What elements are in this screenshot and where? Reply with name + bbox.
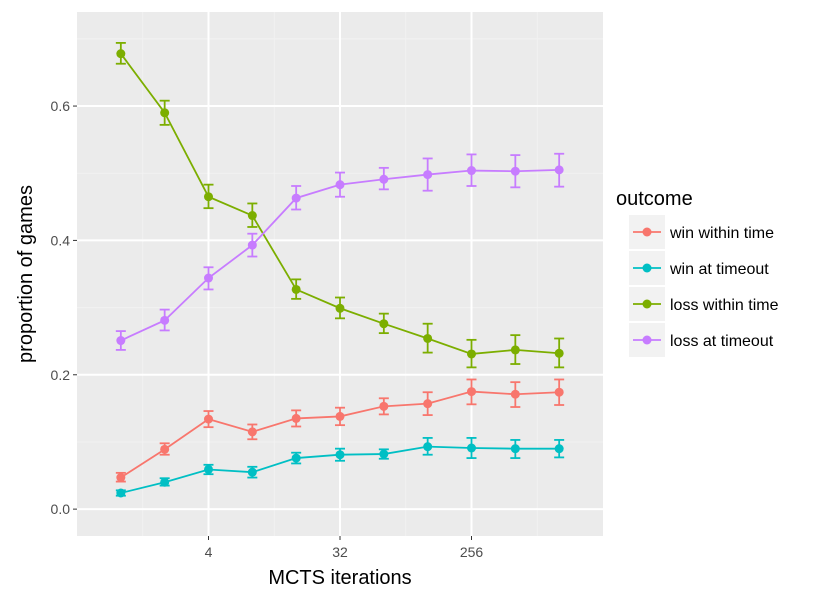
grid	[77, 12, 603, 536]
data-point	[291, 193, 301, 203]
data-point	[335, 450, 345, 460]
data-point	[554, 165, 564, 175]
data-point	[291, 284, 301, 294]
data-point	[510, 389, 520, 399]
data-point	[116, 488, 126, 498]
data-point	[510, 345, 520, 355]
legend: outcome win within time win at timeout los…	[616, 188, 779, 357]
legend-key-point	[642, 335, 652, 345]
legend-label: loss at timeout	[670, 333, 774, 350]
data-point	[467, 443, 476, 453]
data-point	[204, 192, 213, 202]
data-point	[467, 387, 476, 397]
data-point	[379, 401, 389, 411]
series-win-within-time	[115, 378, 565, 483]
data-point	[291, 453, 301, 463]
data-point	[554, 348, 564, 358]
data-point	[116, 49, 126, 59]
x-tick-label: 256	[460, 544, 484, 560]
data-point	[204, 464, 213, 474]
data-point	[510, 444, 520, 454]
data-point	[160, 444, 170, 454]
legend-key-point	[642, 299, 652, 309]
legend-key-point	[642, 263, 652, 273]
data-point	[423, 170, 433, 180]
data-point	[467, 349, 476, 359]
data-point	[116, 473, 126, 483]
x-tick-label: 4	[205, 544, 213, 560]
y-tick-label: 0.2	[51, 367, 71, 383]
data-point	[160, 108, 170, 118]
data-point	[379, 174, 389, 184]
data-point	[335, 303, 345, 313]
x-axis-title: MCTS iterations	[268, 567, 411, 589]
data-point	[335, 180, 345, 190]
data-point	[291, 413, 301, 423]
data-point	[379, 319, 389, 329]
legend-item: win at timeout	[629, 251, 769, 285]
legend-key-point	[642, 227, 652, 237]
legend-label: win within time	[669, 225, 774, 242]
data-point	[423, 399, 433, 409]
series-loss-at-timeout	[115, 152, 565, 351]
data-point	[423, 442, 433, 452]
data-point	[247, 211, 257, 221]
legend-label: loss within time	[670, 297, 779, 314]
data-point	[554, 444, 564, 454]
series-layer	[115, 42, 565, 498]
y-tick-label: 0.4	[51, 232, 71, 248]
legend-title: outcome	[616, 188, 693, 210]
data-point	[247, 240, 257, 250]
legend-label: win at timeout	[669, 261, 769, 278]
y-tick-label: 0.0	[51, 501, 71, 517]
data-point	[554, 387, 564, 397]
data-point	[160, 477, 170, 487]
data-point	[247, 467, 257, 477]
data-point	[510, 166, 520, 176]
data-point	[467, 166, 476, 176]
data-point	[379, 449, 389, 459]
data-point	[160, 315, 170, 325]
data-point	[204, 414, 213, 424]
legend-item: loss within time	[629, 287, 779, 321]
data-point	[204, 273, 213, 283]
data-point	[116, 336, 126, 346]
y-axis-title: proportion of games	[15, 185, 37, 363]
legend-item: loss at timeout	[629, 323, 774, 357]
series-win-at-timeout	[115, 437, 565, 498]
x-tick-label: 32	[332, 544, 348, 560]
data-point	[335, 411, 345, 421]
legend-item: win within time	[629, 215, 774, 249]
data-point	[423, 333, 433, 343]
axis-layer: 0.0 0.2 0.4 0.6 4 32 256	[51, 98, 484, 560]
y-tick-label: 0.6	[51, 98, 71, 114]
series-loss-within-time	[115, 42, 565, 369]
data-point	[247, 427, 257, 437]
